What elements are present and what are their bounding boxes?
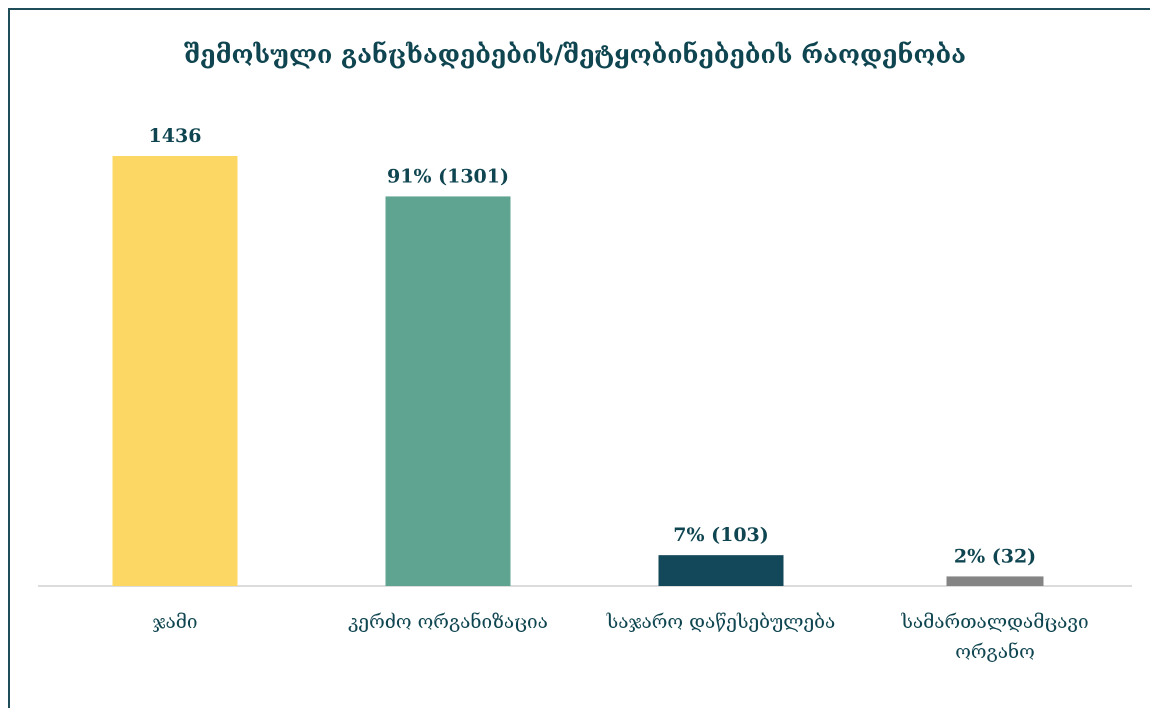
value-labels-group: 1436 91% (1301) 7% (103) 2% (32) bbox=[149, 125, 1037, 567]
bar-2 bbox=[385, 196, 511, 586]
bar-3 bbox=[658, 555, 784, 586]
chart-title: შემოსული განცხადებების/შეტყობინებების რა… bbox=[184, 40, 966, 69]
category-label-1: ჯამი bbox=[152, 611, 197, 633]
bars-group bbox=[112, 156, 1044, 586]
bar-value-label-4: 2% (32) bbox=[954, 545, 1036, 567]
bar-value-label-1: 1436 bbox=[149, 125, 202, 147]
bar-value-label-3: 7% (103) bbox=[673, 524, 769, 546]
bar-chart: 1436 91% (1301) 7% (103) 2% (32) ჯამი კერძო … bbox=[38, 125, 1132, 663]
category-label-2: კერძო ორგანიზაცია bbox=[348, 611, 548, 633]
bar-value-label-2: 91% (1301) bbox=[387, 165, 509, 187]
category-labels-group: ჯამი კერძო ორგანიზაცია საჯარო დაწესებულება… bbox=[152, 611, 1088, 663]
category-label-3: საჯარო დაწესებულება bbox=[606, 611, 836, 633]
bar-1 bbox=[112, 156, 238, 586]
category-label-4-line-2: ორგანო bbox=[955, 641, 1035, 663]
bar-4 bbox=[946, 576, 1044, 586]
category-label-4-line-1: სამართალდამცავი bbox=[900, 611, 1088, 633]
